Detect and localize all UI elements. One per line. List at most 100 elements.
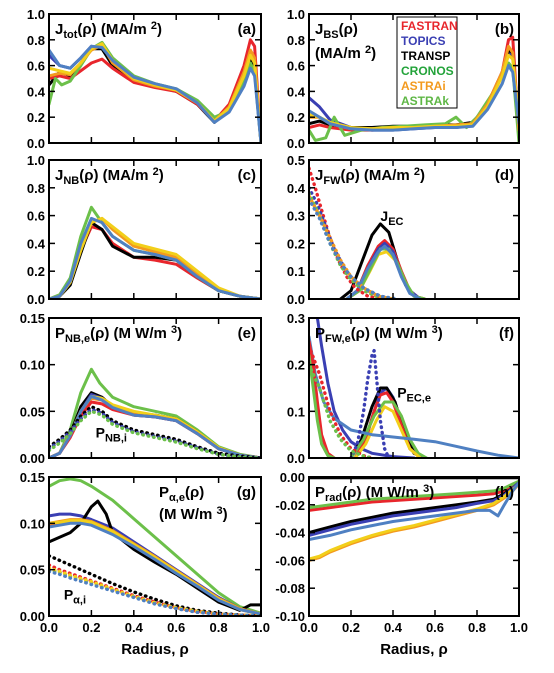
y-tick-label: 0.00 [20,451,45,466]
y-tick-label: 0.10 [20,358,45,373]
x-tick-label: 0.8 [210,620,228,635]
series-group [309,166,426,299]
panel-a: 0.0 0.2 0.4 0.6 0.8 1.0 Jtot(ρ) (MA/m 2) (a) [27,7,262,151]
series-line [49,44,261,143]
legend-entry: CRONOS [401,64,454,78]
y-tick-label: 0.0 [27,292,45,307]
y-tick-label: 0.0 [287,136,305,151]
y-tick-label: 0.4 [27,84,46,99]
series-line [49,216,261,299]
series-line [49,569,261,616]
series-line [49,566,261,616]
y-tick-label: 0.6 [287,59,305,74]
panel-title-line2: (M W/m 3) [159,505,228,523]
series-line [49,393,261,458]
y-tick-label: -0.06 [275,553,305,568]
y-tick-label: 0.2 [287,358,305,373]
series-line [309,339,336,458]
panel-frame [308,13,520,144]
panel-label: (b) [495,21,514,38]
series-line [49,391,261,458]
series-line [49,563,261,616]
panel-e: 0.00 0.05 0.10 0.15 PNB,e(ρ) (M W/m 3) (e) PNB… [20,311,262,466]
panel-frame [48,159,262,300]
y-tick-label: 0.00 [20,609,45,624]
x-tick-label: 0.0 [40,620,58,635]
x-tick-label: 1.0 [252,620,270,635]
panel-title-line2: (MA/m 2) [315,44,376,62]
y-tick-label: 0.4 [287,84,306,99]
series-line [353,405,422,458]
y-tick-label: 0.8 [287,33,305,48]
panel-title: Jtot(ρ) (MA/m 2) [55,20,162,41]
y-tick-label: 0.15 [20,470,45,485]
legend-box [396,16,458,109]
x-tick-label: 0.6 [426,620,444,635]
panel-label: (a) [238,21,256,38]
y-tick-label: 0.15 [20,311,45,326]
panel-label: (e) [238,325,256,342]
y-tick-label: 1.0 [27,153,45,168]
panel-label: (h) [495,484,514,501]
annotation-label: PNB,i [96,424,127,444]
y-tick-label: 0.8 [27,33,45,48]
panel-title: Prad(ρ) (M W/m 3) [315,483,434,504]
series-group [49,367,261,458]
x-axis-label: Radius, ρ [121,641,189,658]
y-tick-label: -0.08 [275,581,305,596]
x-tick-label: 0.8 [468,620,486,635]
panel-g: 0.00 0.05 0.10 0.15 0.0 0.2 0.4 0.6 0.8 1.0 Radius… [20,470,270,658]
y-tick-label: 0.6 [27,209,45,224]
panel-label: (f) [499,325,514,342]
y-tick-label: 0.05 [20,563,45,578]
series-line [49,405,261,458]
series-group [49,205,261,299]
panel-frame [308,159,520,300]
panel-label: (c) [238,167,256,184]
y-tick-label: 0.05 [20,404,45,419]
legend-entry: ASTRAi [401,79,446,93]
panel-b: 0.0 0.2 0.4 0.6 0.8 1.0 JBS(ρ) (MA/m 2) (b) [287,7,520,151]
panel-frame [48,13,262,144]
series-line [345,244,422,299]
panel-title: JBS(ρ) [315,21,358,41]
series-line [309,481,519,541]
panel-title: PFW,e(ρ) (M W/m 3) [315,324,443,345]
panel-c: 0.0 0.2 0.4 0.6 0.8 1.0 JNB(ρ) (MA/m 2) (c) [27,153,262,307]
y-tick-label: 0.2 [27,264,45,279]
series-line [309,363,374,458]
y-tick-label: 0.8 [27,181,45,196]
x-tick-label: 0.4 [125,620,144,635]
legend-entry: FASTRAN [401,19,458,33]
legend-entry: TOPICS [401,34,445,48]
panel-d: 0.0 0.1 0.2 0.3 0.4 0.5 JFW(ρ) (MA/m 2) (d) JEC [287,153,520,307]
panel-title: Pα,e(ρ) [159,484,204,504]
panel-label: (g) [237,484,256,501]
panel-f: 0.0 0.1 0.2 0.3 PFW,e(ρ) (M W/m 3) (f) PEC,e [287,311,520,466]
annotation-label: PEC,e [397,384,431,404]
y-tick-label: 0.2 [27,110,45,125]
series-line [349,400,429,458]
series-line [309,64,519,132]
x-axis-label: Radius, ρ [380,641,448,658]
y-tick-label: 0.0 [287,292,305,307]
y-tick-label: 0.0 [287,451,305,466]
panel-frame [308,476,520,617]
series-line [49,521,261,616]
y-tick-label: 0.10 [20,516,45,531]
y-tick-label: -0.04 [275,526,305,541]
series-line [309,166,385,299]
series-group [49,38,261,143]
annotation-label: Pα,i [64,586,86,606]
legend-entry: ASTRAk [401,94,449,108]
x-tick-label: 0.2 [82,620,100,635]
x-tick-label: 0.2 [342,620,360,635]
panel-title: JFW(ρ) (MA/m 2) [315,166,425,187]
series-group [49,477,261,616]
series-line [309,479,519,512]
y-tick-label: 0.6 [27,59,45,74]
series-line [349,349,391,458]
